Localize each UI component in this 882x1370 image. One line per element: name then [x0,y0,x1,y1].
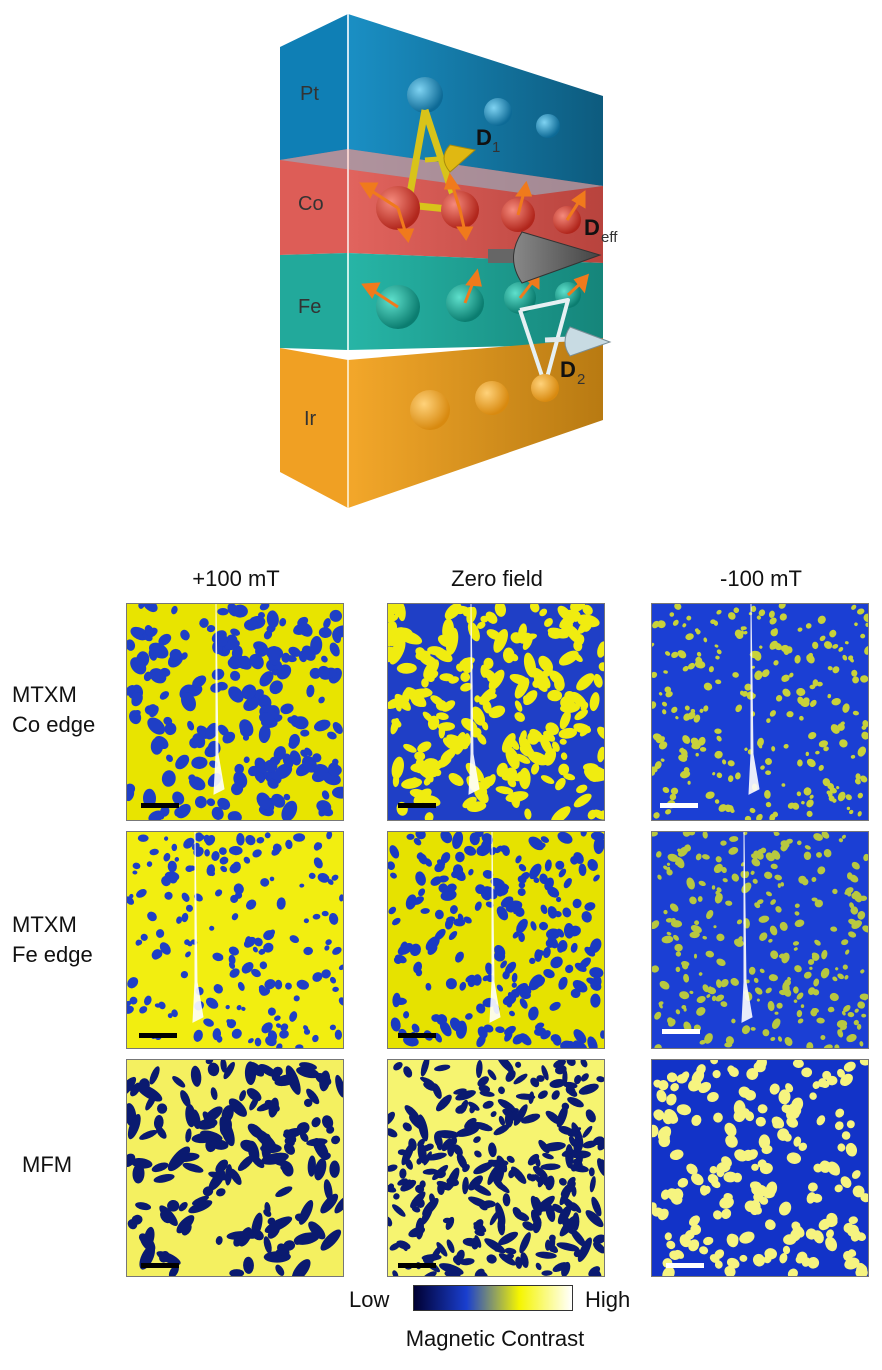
colorbar-high-label: High [585,1287,631,1312]
column-title-minus-100mt: -100 mT [720,566,802,591]
d1-subscript: 1 [492,139,500,156]
d1-label: D [476,125,492,150]
row-label-co-line1: MTXM [12,682,77,707]
scale-bar [666,1263,704,1268]
scale-bar [139,1033,177,1038]
layer-label-fe: Fe [298,296,321,318]
row-label-mfm: MFM [22,1150,72,1180]
row-label-co-edge: MTXM Co edge [12,680,95,740]
scale-bar [141,1263,179,1268]
domain-texture [127,832,343,1048]
image-mfm-zero [387,1059,605,1277]
domain-texture [127,1060,343,1276]
image-mfm-minus100 [651,1059,869,1277]
domain-texture [652,604,868,820]
scale-bar [398,803,436,808]
row-label-fe-edge: MTXM Fe edge [12,910,93,970]
ir-atoms [410,374,559,430]
multilayer-stack-diagram: Pt Co Fe Ir D 1 D eff D 2 [280,14,618,508]
layer-label-pt: Pt [300,83,319,105]
deff-label: D [584,215,600,240]
image-fe-zero [387,831,605,1049]
d2-label: D [560,357,576,382]
scale-bar [398,1033,436,1038]
deff-arrow [488,231,602,284]
scale-bar [141,803,179,808]
deff-subscript: eff [601,229,618,246]
scale-bar [662,1029,700,1034]
d2-triangle [518,298,570,387]
domain-texture [388,1060,604,1276]
domain-texture [127,604,343,820]
colorbar-low-label: Low [349,1287,390,1312]
scale-bar [398,1263,436,1268]
column-title-plus-100mt: +100 mT [192,566,280,591]
row-label-fe-line2: Fe edge [12,942,93,967]
domain-texture [652,1060,868,1276]
layer-label-co: Co [298,193,324,215]
image-co-minus100 [651,603,869,821]
image-co-plus100 [126,603,344,821]
spin-arrows [359,172,590,309]
column-title-zero-field: Zero field [451,566,543,591]
layer-label-ir: Ir [304,408,317,430]
image-co-zero [387,603,605,821]
scale-bar [660,803,698,808]
row-label-co-line2: Co edge [12,712,96,737]
row-label-fe-line1: MTXM [12,912,77,937]
row-label-mfm-line1: MFM [22,1152,73,1177]
image-mfm-plus100 [126,1059,344,1277]
d2-subscript: 2 [577,371,585,388]
d1-arrow [424,144,477,173]
colorbar-title: Magnetic Contrast [405,1326,585,1351]
image-fe-plus100 [126,831,344,1049]
colorbar [413,1285,573,1311]
domain-texture [652,832,868,1048]
layer-pt [280,14,603,186]
domain-texture [388,604,604,820]
image-fe-minus100 [651,831,869,1049]
domain-texture [388,832,604,1048]
d2-arrow [544,326,612,357]
pt-atoms [407,77,560,138]
